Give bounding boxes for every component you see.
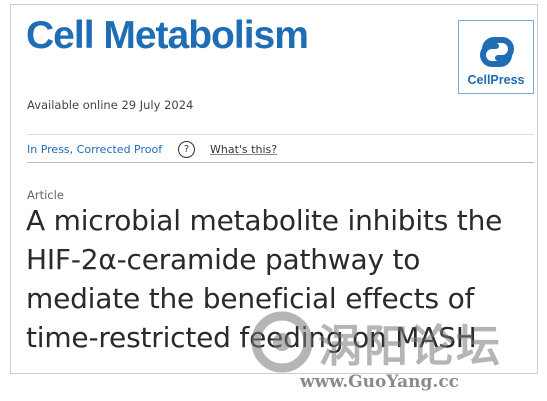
watermark-url: www.GuoYang.cc bbox=[300, 372, 460, 392]
article-type: Article bbox=[27, 188, 64, 202]
title-line: mediate the beneficial effects of bbox=[26, 282, 475, 315]
journal-name[interactable]: Cell Metabolism bbox=[26, 14, 309, 57]
status-link[interactable]: In Press, Corrected Proof bbox=[27, 143, 163, 156]
title-line: HIF-2α-ceramide pathway to bbox=[26, 243, 421, 276]
divider bbox=[27, 162, 534, 163]
title-line: A microbial metabolite inhibits the bbox=[26, 204, 503, 237]
available-date: Available online 29 July 2024 bbox=[27, 98, 194, 112]
watermark-name: 涡阳论坛 bbox=[318, 321, 502, 372]
logo-mark bbox=[480, 37, 514, 67]
frame bbox=[10, 4, 538, 374]
title-line: time-restricted feeding on MASH bbox=[26, 321, 477, 354]
whats-this-link[interactable]: What's this? bbox=[210, 143, 278, 156]
publisher-name: CellPress bbox=[467, 73, 525, 87]
publisher-logo[interactable]: CellPress bbox=[458, 20, 534, 94]
divider bbox=[27, 134, 534, 135]
help-icon[interactable]: ? bbox=[178, 141, 195, 158]
watermark-logo bbox=[251, 311, 313, 373]
